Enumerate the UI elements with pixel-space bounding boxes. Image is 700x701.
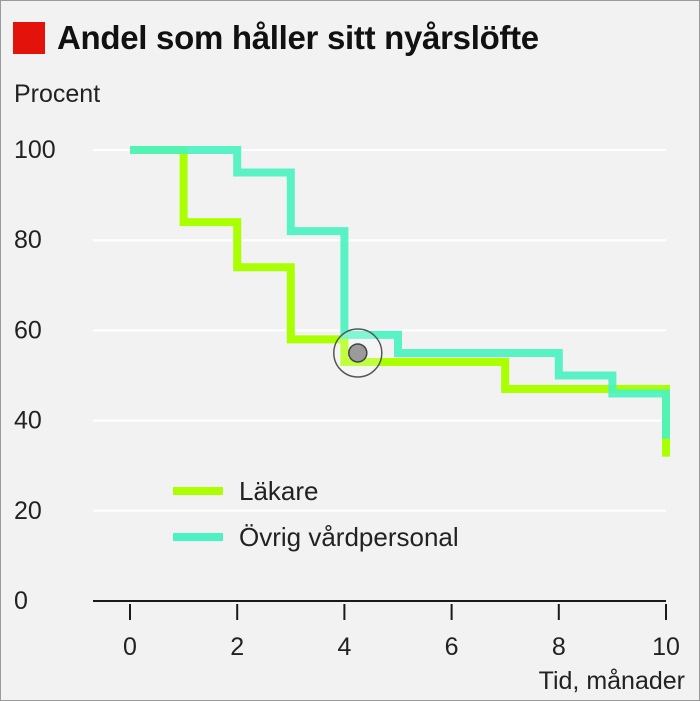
y-tick-label-100: 100	[14, 136, 56, 164]
hover-marker-dot	[348, 343, 368, 363]
brand-square	[13, 22, 45, 54]
gridlines	[93, 149, 666, 512]
series-layer	[130, 146, 670, 457]
x-tick-label-8: 8	[552, 633, 566, 661]
series-line-ovrig-vardpersonal	[130, 146, 670, 439]
y-tick-label-80: 80	[14, 226, 42, 254]
chart-title: Andel som håller sitt nyårslöfte	[57, 19, 539, 56]
x-tick-label-2: 2	[230, 633, 244, 661]
y-tick-label-20: 20	[14, 497, 42, 525]
series-line-lakare	[130, 146, 670, 457]
x-axis-title: Tid, månader	[539, 667, 685, 695]
marker-layer	[333, 328, 383, 378]
legend-label-lakare: Läkare	[239, 476, 319, 506]
y-tick-label-40: 40	[14, 407, 42, 435]
x-tick-label-4: 4	[337, 633, 351, 661]
legend-label-ovrig-vardpersonal: Övrig vårdpersonal	[239, 522, 459, 552]
x-axis: 0 2 4 6 8 10	[93, 600, 680, 661]
y-tick-label-0: 0	[14, 587, 28, 615]
x-tick-label-6: 6	[445, 633, 459, 661]
title-row: Andel som håller sitt nyårslöfte	[13, 19, 539, 57]
x-tick-label-10: 10	[652, 633, 680, 661]
legend: Läkare Övrig vårdpersonal	[173, 476, 459, 552]
x-tick-label-0: 0	[123, 633, 137, 661]
y-axis-title: Procent	[14, 80, 100, 108]
y-tick-labels: 0 20 40 60 80 100	[14, 136, 56, 615]
y-tick-label-60: 60	[14, 316, 42, 344]
